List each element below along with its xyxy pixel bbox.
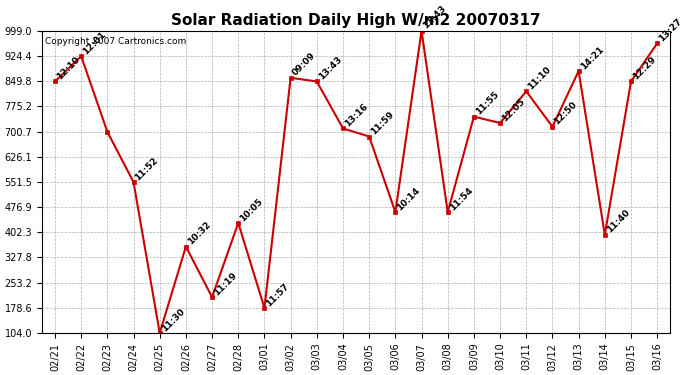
Text: 13:43: 13:43 — [317, 55, 344, 81]
Text: 12:50: 12:50 — [553, 100, 579, 127]
Text: 09:09: 09:09 — [290, 51, 317, 78]
Text: 14:21: 14:21 — [579, 44, 605, 71]
Text: 11:30: 11:30 — [159, 306, 186, 333]
Text: 10:05: 10:05 — [238, 196, 265, 223]
Title: Solar Radiation Daily High W/m2 20070317: Solar Radiation Daily High W/m2 20070317 — [171, 13, 541, 28]
Text: 12:10: 12:10 — [55, 55, 81, 81]
Text: 11:40: 11:40 — [605, 208, 631, 235]
Text: 11:43: 11:43 — [422, 4, 448, 31]
Text: 11:55: 11:55 — [474, 90, 500, 117]
Text: Copyright 2007 Cartronics.com: Copyright 2007 Cartronics.com — [45, 37, 186, 46]
Text: 11:54: 11:54 — [448, 186, 475, 212]
Text: 11:10: 11:10 — [526, 65, 553, 91]
Text: 12:01: 12:01 — [81, 30, 108, 56]
Text: 11:59: 11:59 — [369, 110, 396, 136]
Text: 12:29: 12:29 — [631, 55, 658, 81]
Text: 11:57: 11:57 — [264, 281, 291, 308]
Text: 13:16: 13:16 — [343, 102, 370, 128]
Text: 13:27: 13:27 — [657, 16, 684, 44]
Text: 12:05: 12:05 — [500, 96, 526, 123]
Text: 11:19: 11:19 — [212, 270, 239, 297]
Text: 11:52: 11:52 — [134, 156, 160, 182]
Text: 10:14: 10:14 — [395, 186, 422, 212]
Text: 10:32: 10:32 — [186, 220, 213, 247]
